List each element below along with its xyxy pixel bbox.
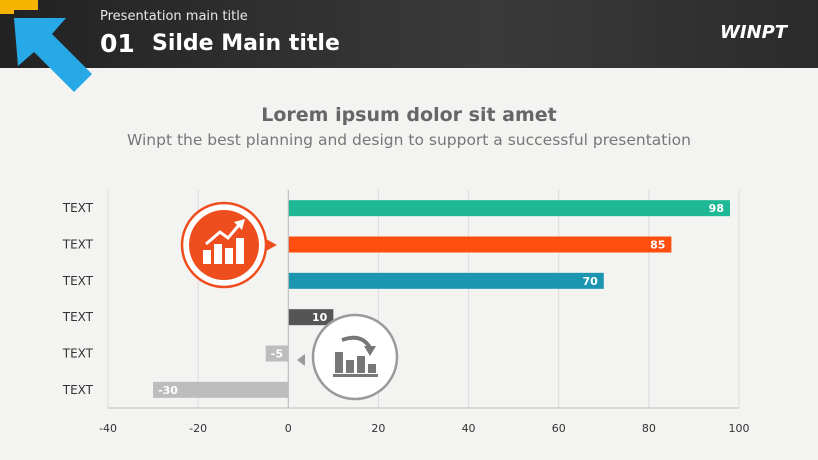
category-label: TEXT [62, 238, 94, 252]
content-headline: Lorem ipsum dolor sit amet [261, 104, 557, 126]
slide-number: 01 [100, 29, 135, 58]
chart-axes: -40 -20 0 20 40 60 80 100 TEXT TEXT TEXT TEXT TEXT TE… [62, 190, 750, 435]
bar [288, 309, 334, 326]
bar-value-label: 98 [709, 202, 724, 215]
bar [288, 236, 672, 253]
winpt-logo: WINPT [720, 22, 788, 43]
x-tick-label: 100 [729, 422, 750, 435]
chart-down-icon [297, 313, 399, 401]
x-tick-label: 80 [642, 422, 656, 435]
bar [153, 381, 289, 398]
bar-value-label: 10 [312, 311, 328, 324]
header-bar: Presentation main title 01 Silde Main ti… [0, 0, 818, 68]
bar [265, 345, 289, 362]
bar-value-label: 70 [582, 275, 598, 288]
bar-value-label: 85 [650, 239, 665, 252]
bar-value-label: -5 [271, 348, 283, 361]
x-tick-label: 20 [371, 422, 385, 435]
x-tick-label: -20 [189, 422, 207, 435]
category-label: TEXT [62, 201, 94, 215]
x-tick-label: 40 [462, 422, 476, 435]
slide-title: Silde Main title [152, 31, 340, 56]
category-label: TEXT [62, 274, 94, 288]
bar [288, 272, 604, 289]
bar-value-label: -30 [158, 384, 178, 397]
category-label: TEXT [62, 383, 94, 397]
chart-up-icon [180, 201, 277, 289]
x-tick-label: 0 [285, 422, 292, 435]
category-label: TEXT [62, 310, 94, 324]
category-label: TEXT [62, 347, 94, 361]
x-tick-label: 60 [552, 422, 566, 435]
corner-arrow-icon [0, 0, 92, 92]
x-tick-label: -40 [99, 422, 117, 435]
chart-bars: 98 85 70 10 -5 -30 [153, 200, 730, 398]
content-subline: Winpt the best planning and design to su… [126, 131, 691, 149]
bar [288, 200, 730, 217]
header-subtitle: Presentation main title [100, 9, 248, 24]
